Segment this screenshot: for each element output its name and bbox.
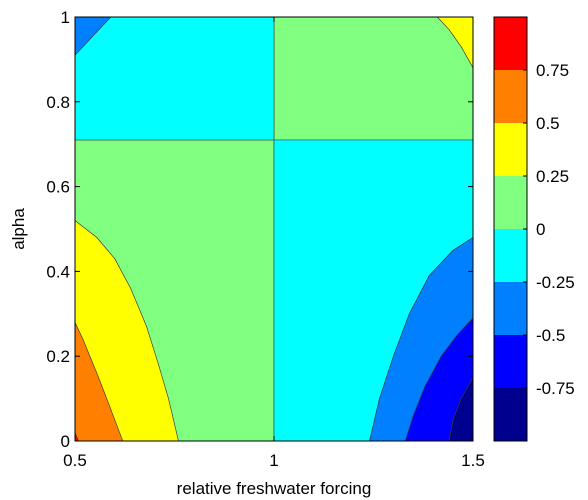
colorbar-swatch [494, 176, 527, 229]
colorbar-tick-label: -0.75 [536, 379, 575, 398]
colorbar-tick-label: 0 [536, 220, 545, 239]
x-tick-label: 0.5 [63, 451, 87, 470]
y-tick-label: 0.6 [46, 178, 70, 197]
colorbar-tick-label: 0.75 [536, 61, 569, 80]
contour-region [75, 17, 112, 56]
colorbar-tick-label: 0.25 [536, 167, 569, 186]
colorbar-swatch [494, 335, 527, 388]
x-tick-label: 1.5 [461, 451, 485, 470]
y-tick-label: 0.2 [46, 347, 70, 366]
colorbar-tick-label: -0.5 [536, 326, 565, 345]
colorbar-swatch [494, 123, 527, 176]
x-tick-label: 1 [269, 451, 278, 470]
x-axis: 0.5 1 1.5 [63, 17, 485, 470]
colorbar-tick-label: 0.5 [536, 114, 560, 133]
contour-region [75, 17, 275, 141]
contour-region [273, 17, 473, 141]
colorbar-swatch [494, 229, 527, 282]
y-axis: 0 0.2 0.4 0.6 0.8 1 [46, 8, 473, 451]
x-axis-label: relative freshwater forcing [177, 479, 372, 498]
colorbar-swatch [494, 388, 527, 441]
colorbar-swatch [494, 17, 527, 70]
colorbar-swatch [494, 70, 527, 123]
colorbar-tick-label: -0.25 [536, 273, 575, 292]
y-tick-label: 1 [61, 8, 70, 27]
y-tick-label: 0.4 [46, 262, 70, 281]
y-tick-label: 0.8 [46, 93, 70, 112]
contour-region [448, 377, 473, 441]
y-axis-label: alpha [9, 208, 28, 250]
colorbar-swatch [494, 282, 527, 335]
colorbar: -0.75 -0.5 -0.25 0 0.25 0.5 0.75 [493, 16, 575, 442]
plot-area [75, 17, 473, 441]
y-tick-label: 0 [61, 432, 70, 451]
